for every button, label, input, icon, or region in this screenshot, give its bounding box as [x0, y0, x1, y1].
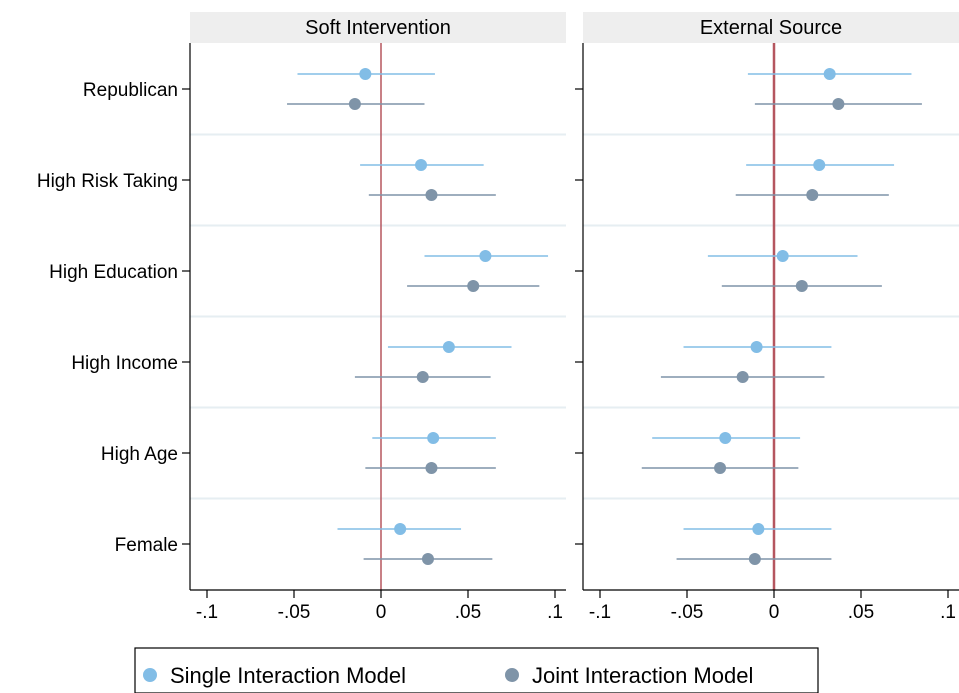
- single-legend-marker: [143, 668, 157, 682]
- single-point-estimate: [427, 432, 440, 444]
- x-tick-label: -.1: [196, 602, 218, 623]
- joint-point-estimate: [425, 462, 438, 474]
- legend-label: Joint Interaction Model: [532, 663, 753, 688]
- x-tick-label: .1: [940, 602, 956, 623]
- category-label: Republican: [83, 80, 178, 101]
- single-point-estimate: [776, 250, 789, 262]
- x-tick-label: -.05: [671, 602, 704, 623]
- joint-point-estimate: [421, 553, 434, 565]
- single-point-estimate: [813, 159, 826, 171]
- joint-point-estimate: [467, 280, 480, 292]
- joint-point-estimate: [806, 189, 819, 201]
- panel-title: Soft Intervention: [305, 17, 451, 39]
- joint-point-estimate: [714, 462, 727, 474]
- category-label: High Education: [49, 262, 178, 283]
- single-point-estimate: [442, 341, 455, 353]
- legend-label: Single Interaction Model: [170, 663, 406, 688]
- joint-legend-marker: [505, 668, 519, 682]
- category-label: High Income: [71, 353, 178, 374]
- legend-box: [134, 647, 819, 693]
- x-tick-label: -.05: [278, 602, 311, 623]
- joint-point-estimate: [425, 189, 438, 201]
- joint-point-estimate: [348, 98, 361, 110]
- joint-point-estimate: [795, 280, 808, 292]
- joint-point-estimate: [736, 371, 749, 383]
- single-point-estimate: [359, 68, 372, 80]
- category-label: Female: [115, 535, 178, 556]
- single-point-estimate: [415, 159, 428, 171]
- panel-title-strip: [583, 12, 959, 43]
- x-tick-label: 0: [376, 602, 387, 623]
- category-label: High Risk Taking: [37, 171, 178, 192]
- x-tick-label: .05: [455, 602, 481, 623]
- single-point-estimate: [823, 68, 836, 80]
- single-point-estimate: [479, 250, 492, 262]
- joint-point-estimate: [748, 553, 761, 565]
- x-tick-label: -.1: [589, 602, 611, 623]
- panel-title-strip: [190, 12, 566, 43]
- x-tick-label: .05: [848, 602, 874, 623]
- joint-point-estimate: [832, 98, 845, 110]
- single-point-estimate: [752, 523, 765, 535]
- category-label: High Age: [101, 444, 178, 465]
- single-point-estimate: [719, 432, 732, 444]
- panel-title: External Source: [700, 17, 842, 39]
- single-point-estimate: [394, 523, 407, 535]
- single-point-estimate: [750, 341, 763, 353]
- x-tick-label: 0: [769, 602, 780, 623]
- x-tick-label: .1: [547, 602, 563, 623]
- joint-point-estimate: [416, 371, 429, 383]
